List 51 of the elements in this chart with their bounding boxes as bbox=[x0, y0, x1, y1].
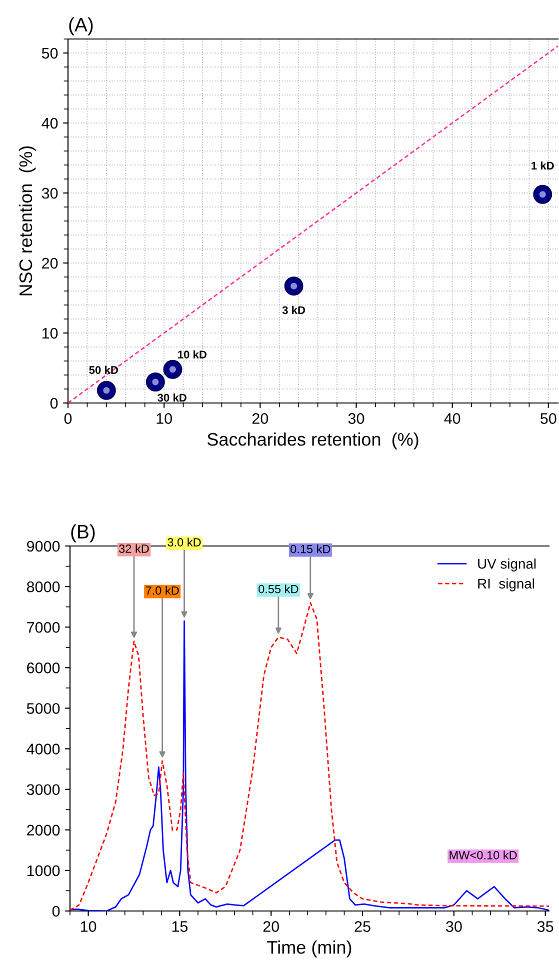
y-tick-label: 4000 bbox=[26, 744, 60, 754]
x-axis-title: Saccharides retention (%) bbox=[207, 432, 418, 450]
y-tick-label: 8000 bbox=[26, 581, 60, 592]
point bbox=[96, 380, 116, 400]
x-tick-label: 35 bbox=[537, 921, 554, 932]
y-tick-label: 0 bbox=[52, 906, 60, 917]
x-tick-label: 25 bbox=[354, 921, 370, 932]
x-tick-label: 10 bbox=[80, 921, 96, 932]
point bbox=[163, 360, 182, 379]
y-tick-label: 7000 bbox=[27, 622, 60, 633]
annotation: 10 kD bbox=[178, 350, 207, 358]
x-tick-label: 15 bbox=[172, 921, 188, 932]
y-tick-label: 10 bbox=[42, 328, 58, 339]
y-tick-label: 6000 bbox=[27, 662, 60, 674]
annotation: 3 kD bbox=[282, 306, 306, 314]
chart-title: (A) bbox=[69, 17, 93, 36]
annotation: 7.0 kD bbox=[146, 586, 179, 595]
x-tick-label: 30 bbox=[446, 921, 462, 932]
y-tick-label: 30 bbox=[42, 188, 58, 199]
x-tick-label: 30 bbox=[348, 413, 364, 424]
annotation: 30 kD bbox=[158, 393, 186, 402]
y-tick-label: 50 bbox=[42, 48, 58, 59]
annotation: MW<0.10 kD bbox=[450, 850, 517, 860]
annotation: 32 kD bbox=[119, 544, 149, 553]
legend-label: RI signal bbox=[478, 578, 534, 592]
x-tick-label: 0 bbox=[64, 413, 72, 424]
point bbox=[533, 184, 552, 204]
point bbox=[284, 276, 304, 296]
chart-title: (B) bbox=[71, 524, 95, 542]
y-tick-label: 2000 bbox=[27, 824, 60, 836]
y-tick-label: 40 bbox=[42, 118, 58, 129]
point bbox=[146, 372, 165, 392]
y-tick-label: 5000 bbox=[26, 703, 60, 714]
annotation: 3.0 kD bbox=[168, 538, 201, 546]
x-tick-label: 50 bbox=[540, 413, 556, 424]
legend-label: UV signal bbox=[478, 558, 536, 572]
x-tick-label: 10 bbox=[156, 413, 172, 424]
y-tick-label: 9000 bbox=[27, 540, 60, 552]
x-axis-title: Time (min) bbox=[267, 940, 352, 958]
y-tick-label: 1000 bbox=[27, 865, 60, 876]
annotation: 50 kD bbox=[89, 366, 118, 374]
y-tick-label: 3000 bbox=[26, 784, 60, 796]
y-axis-title: NSC retention (%) bbox=[18, 146, 36, 296]
annotation: 1 kD bbox=[532, 161, 554, 170]
x-tick-label: 40 bbox=[444, 413, 460, 424]
annotation: 0.15 kD bbox=[290, 544, 330, 554]
y-tick-label: 20 bbox=[42, 258, 58, 269]
y-tick-label: 0 bbox=[50, 398, 58, 409]
x-tick-label: 20 bbox=[263, 921, 280, 932]
annotation: 0.55 kD bbox=[258, 584, 298, 594]
x-tick-label: 20 bbox=[252, 413, 268, 424]
